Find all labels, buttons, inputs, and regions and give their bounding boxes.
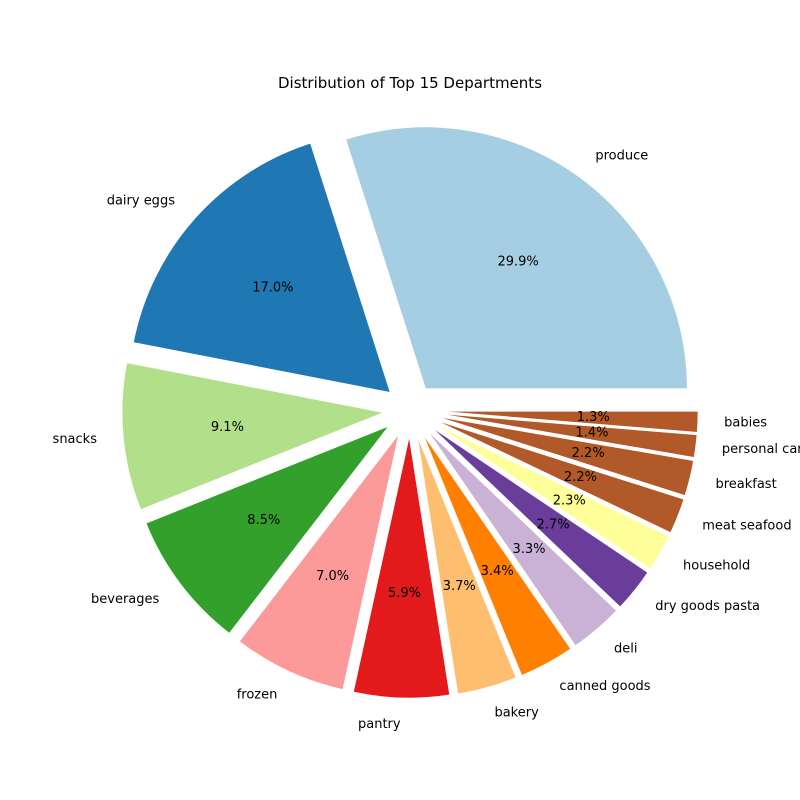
slice-breakfast (435, 415, 695, 497)
label-babies: babies (724, 415, 767, 430)
pct-snacks: 9.1% (211, 420, 244, 435)
pct-household: 2.3% (553, 493, 586, 508)
pct-babies: 1.3% (577, 410, 610, 425)
pct-bakery: 3.7% (443, 579, 476, 594)
pct-frozen: 7.0% (316, 569, 349, 584)
label-canned-goods: canned goods (559, 679, 650, 694)
pct-canned-goods: 3.4% (481, 564, 514, 579)
slice-household (432, 422, 670, 570)
pct-dry-goods-pasta: 2.7% (537, 517, 570, 532)
slice-dry-goods-pasta (430, 425, 649, 608)
pct-breakfast: 2.2% (572, 446, 605, 461)
label-breakfast: breakfast (715, 477, 776, 492)
slice-produce (344, 126, 688, 390)
slice-deli (426, 429, 618, 647)
slice-meat-seafood (434, 419, 685, 534)
pct-pantry: 5.9% (388, 586, 421, 601)
label-bakery: bakery (494, 705, 539, 720)
label-deli: deli (614, 642, 637, 657)
slice-canned-goods (421, 432, 572, 677)
pct-beverages: 8.5% (247, 513, 280, 528)
label-produce: produce (595, 149, 648, 164)
slice-beverages (145, 424, 391, 635)
slice-pantry (352, 436, 451, 699)
pie-labels: produce 29.9% dairy eggs 17.0% snacks 9.1% bev… (53, 149, 800, 732)
label-snacks: snacks (53, 432, 98, 447)
slice-frozen (238, 433, 400, 691)
label-dairy-eggs: dairy eggs (107, 194, 176, 209)
slice-personal-care (435, 412, 698, 459)
label-household: household (683, 558, 750, 573)
slice-dairy-eggs (132, 142, 392, 394)
slice-snacks (121, 361, 386, 511)
pct-dairy-eggs: 17.0% (252, 281, 293, 296)
label-dry-goods-pasta: dry goods pasta (655, 599, 760, 614)
pct-deli: 3.3% (512, 542, 545, 557)
label-frozen: frozen (237, 688, 278, 703)
slice-babies (436, 410, 699, 434)
label-beverages: beverages (91, 592, 160, 607)
pct-meat-seafood: 2.2% (564, 470, 597, 485)
pct-produce: 29.9% (497, 254, 538, 269)
pie-slices (121, 126, 699, 699)
pct-personal-care: 1.4% (575, 426, 608, 441)
label-meat-seafood: meat seafood (702, 518, 791, 533)
label-personal-care: personal care (722, 442, 800, 457)
label-pantry: pantry (358, 717, 401, 732)
chart-title: Distribution of Top 15 Departments (278, 74, 542, 92)
slice-bakery (416, 435, 517, 695)
